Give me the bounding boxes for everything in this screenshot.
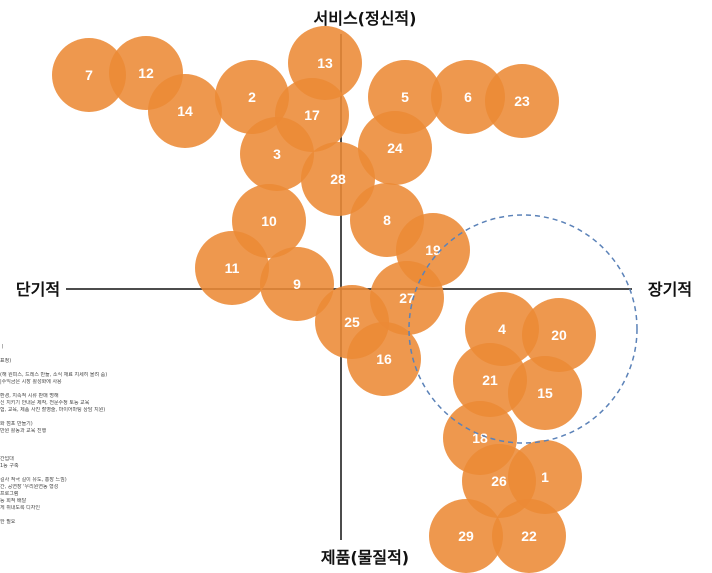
side-note: 프로그램 [0,491,19,497]
side-notes: ㅣ 표정) (해 원피스, 드레스 만듦, 소식 재료 지세히 올려 줌) |수… [0,344,175,526]
axis-label-right: 장기적 [648,280,692,299]
item-labels: 7 12 14 2 13 17 5 6 23 3 24 28 10 8 19 1… [85,55,567,544]
side-note-gap [0,449,175,456]
side-note: ㅣ [0,344,5,350]
item-circles [52,26,596,573]
item-label-6: 6 [464,89,472,105]
item-label-21: 21 [482,372,498,388]
item-circle-9 [260,247,334,321]
side-note: 게 쥐내도록 디자인 [0,505,40,511]
item-circle-22 [492,499,566,573]
side-note-gap [0,386,175,393]
side-note: 간, 공연장 '우리원연동 형성 [0,484,59,490]
highlight-ring [408,214,638,444]
side-note: 신 지키기 안내문 제작, 전문수정 토등 교육 [0,400,90,406]
side-note: 험, 교육, 제품 사진 촬영술, 마이어마팅 상담 지원) [0,407,106,413]
item-label-11: 11 [225,260,240,276]
item-circle-3 [240,117,314,191]
axis-label-bottom: 제품(물질적) [321,548,409,567]
item-circle-11 [195,231,269,305]
item-circle-15 [508,356,582,430]
item-label-5: 5 [401,89,409,105]
side-note: 한 필요 [0,519,16,525]
item-label-9: 9 [293,276,301,292]
side-note: |수익금은 시장 활성화에 사용 [0,379,62,385]
side-note-gap [0,414,175,421]
side-note: 길사 적극 길이 유도, 홍장 느낌) [0,477,67,483]
side-note-gap [0,365,175,372]
side-note-gap [0,442,175,449]
item-circle-28 [301,142,375,216]
side-note: 등 회적 배달 [0,498,27,504]
item-circle-20 [522,298,596,372]
side-note: (해 원피스, 드레스 만듦, 소식 재료 지세히 올려 줌) [0,372,108,378]
item-circle-14 [148,74,222,148]
side-note: 화 점포 만들기) [0,421,33,427]
side-note-gap [0,351,175,358]
item-label-10: 10 [261,213,277,229]
item-label-8: 8 [383,212,391,228]
side-note: 만원 활동과 교육 진행 [0,428,47,434]
side-note-gap [0,470,175,477]
item-label-19: 19 [425,242,441,258]
item-label-7: 7 [85,67,93,83]
item-label-27: 27 [399,290,415,306]
item-label-22: 22 [521,528,537,544]
item-label-15: 15 [537,385,553,401]
item-label-26: 26 [491,473,507,489]
side-note: 간입대 [0,456,14,462]
item-label-28: 28 [330,171,346,187]
item-label-1: 1 [541,469,549,485]
item-circle-23 [485,64,559,138]
side-note: 표정) [0,358,12,364]
side-note: 1등 구축 [0,463,19,469]
item-label-20: 20 [551,327,567,343]
item-label-25: 25 [344,314,360,330]
axis-label-left: 단기적 [16,280,60,299]
item-circle-16 [347,322,421,396]
item-circle-6 [431,60,505,134]
item-label-23: 23 [514,93,530,109]
item-label-4: 4 [498,321,506,337]
item-label-13: 13 [317,55,333,71]
item-label-12: 12 [138,65,154,81]
item-circle-7 [52,38,126,112]
item-label-2: 2 [248,89,256,105]
item-circle-1 [508,440,582,514]
item-circle-29 [429,499,503,573]
item-label-16: 16 [376,351,392,367]
item-label-24: 24 [387,140,403,156]
item-label-3: 3 [273,146,281,162]
axis-label-top: 서비스(정신적) [314,9,417,28]
item-label-17: 17 [304,107,320,123]
item-label-14: 14 [177,103,193,119]
side-note-gap [0,435,175,442]
side-note-gap [0,512,175,519]
item-label-18: 18 [472,430,488,446]
item-circle-2 [215,60,289,134]
item-label-29: 29 [458,528,474,544]
side-note: 환경, 지속적 시류 판매 명해 [0,393,59,399]
item-circle-24 [358,111,432,185]
